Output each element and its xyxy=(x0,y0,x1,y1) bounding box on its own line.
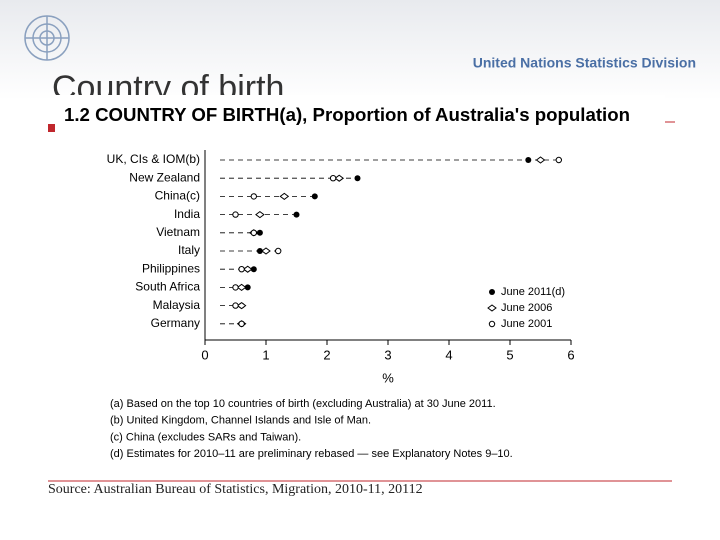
y-tick-label: South Africa xyxy=(135,280,200,294)
x-axis-label: % xyxy=(382,370,394,385)
y-tick-label: New Zealand xyxy=(129,170,200,184)
x-tick-label: 1 xyxy=(262,347,269,362)
y-tick-label: Germany xyxy=(151,316,200,330)
dot xyxy=(232,284,239,291)
dot xyxy=(525,157,532,163)
dot xyxy=(261,247,271,255)
dot xyxy=(293,211,300,218)
dot xyxy=(489,289,495,295)
dot xyxy=(238,266,245,273)
dot xyxy=(555,156,562,164)
dot xyxy=(250,266,257,273)
dot xyxy=(487,304,497,312)
dot xyxy=(232,211,239,218)
dot xyxy=(242,265,253,273)
title-bar xyxy=(48,124,56,132)
footnote: (b) United Kingdom, Channel Islands and … xyxy=(110,415,371,427)
dot xyxy=(354,175,361,182)
dot xyxy=(238,320,245,327)
x-tick-label: 2 xyxy=(323,347,330,362)
organization: United Nations Statistics Division xyxy=(473,55,696,71)
y-tick-label: UK, CIs & IOM(b) xyxy=(107,152,200,166)
dot xyxy=(250,229,258,237)
dot xyxy=(329,175,337,182)
dot xyxy=(244,284,251,291)
y-tick-label: Vietnam xyxy=(156,225,200,239)
dot xyxy=(488,320,496,328)
y-tick-label: Italy xyxy=(178,243,200,257)
dot xyxy=(232,302,239,309)
dot xyxy=(250,193,258,200)
dot xyxy=(256,229,263,236)
x-tick-label: 3 xyxy=(384,347,391,362)
dot xyxy=(256,248,263,254)
header-band xyxy=(0,0,720,100)
dot xyxy=(255,210,265,219)
dot xyxy=(236,283,247,292)
x-tick-label: 0 xyxy=(201,347,208,362)
dot xyxy=(334,174,345,182)
y-tick-label: China(c) xyxy=(155,189,200,203)
y-tick-label: India xyxy=(174,207,200,221)
dot xyxy=(275,247,282,255)
dot xyxy=(535,156,546,164)
chart-panel xyxy=(55,95,665,475)
un-logo xyxy=(24,15,70,61)
y-tick-label: Malaysia xyxy=(153,298,201,312)
dot xyxy=(311,193,318,200)
source: Source: Australian Bureau of Statistics,… xyxy=(48,482,423,497)
dot xyxy=(279,192,290,201)
legend-label: June 2006 xyxy=(501,302,552,314)
footnote: (a) Based on the top 10 countries of bir… xyxy=(110,398,496,410)
x-tick-label: 6 xyxy=(567,347,574,362)
legend-label: June 2001 xyxy=(501,318,552,330)
footnote: (c) China (excludes SARs and Taiwan). xyxy=(110,431,301,443)
legend-label: June 2011(d) xyxy=(501,286,565,298)
dot xyxy=(236,301,247,310)
chart-title: 1.2 COUNTRY OF BIRTH(a), Proportion of A… xyxy=(64,105,630,125)
x-tick-label: 5 xyxy=(506,347,513,362)
footnote: (d) Estimates for 2010–11 are preliminar… xyxy=(110,448,513,460)
y-tick-label: Philippines xyxy=(142,261,200,275)
x-tick-label: 4 xyxy=(445,347,452,362)
